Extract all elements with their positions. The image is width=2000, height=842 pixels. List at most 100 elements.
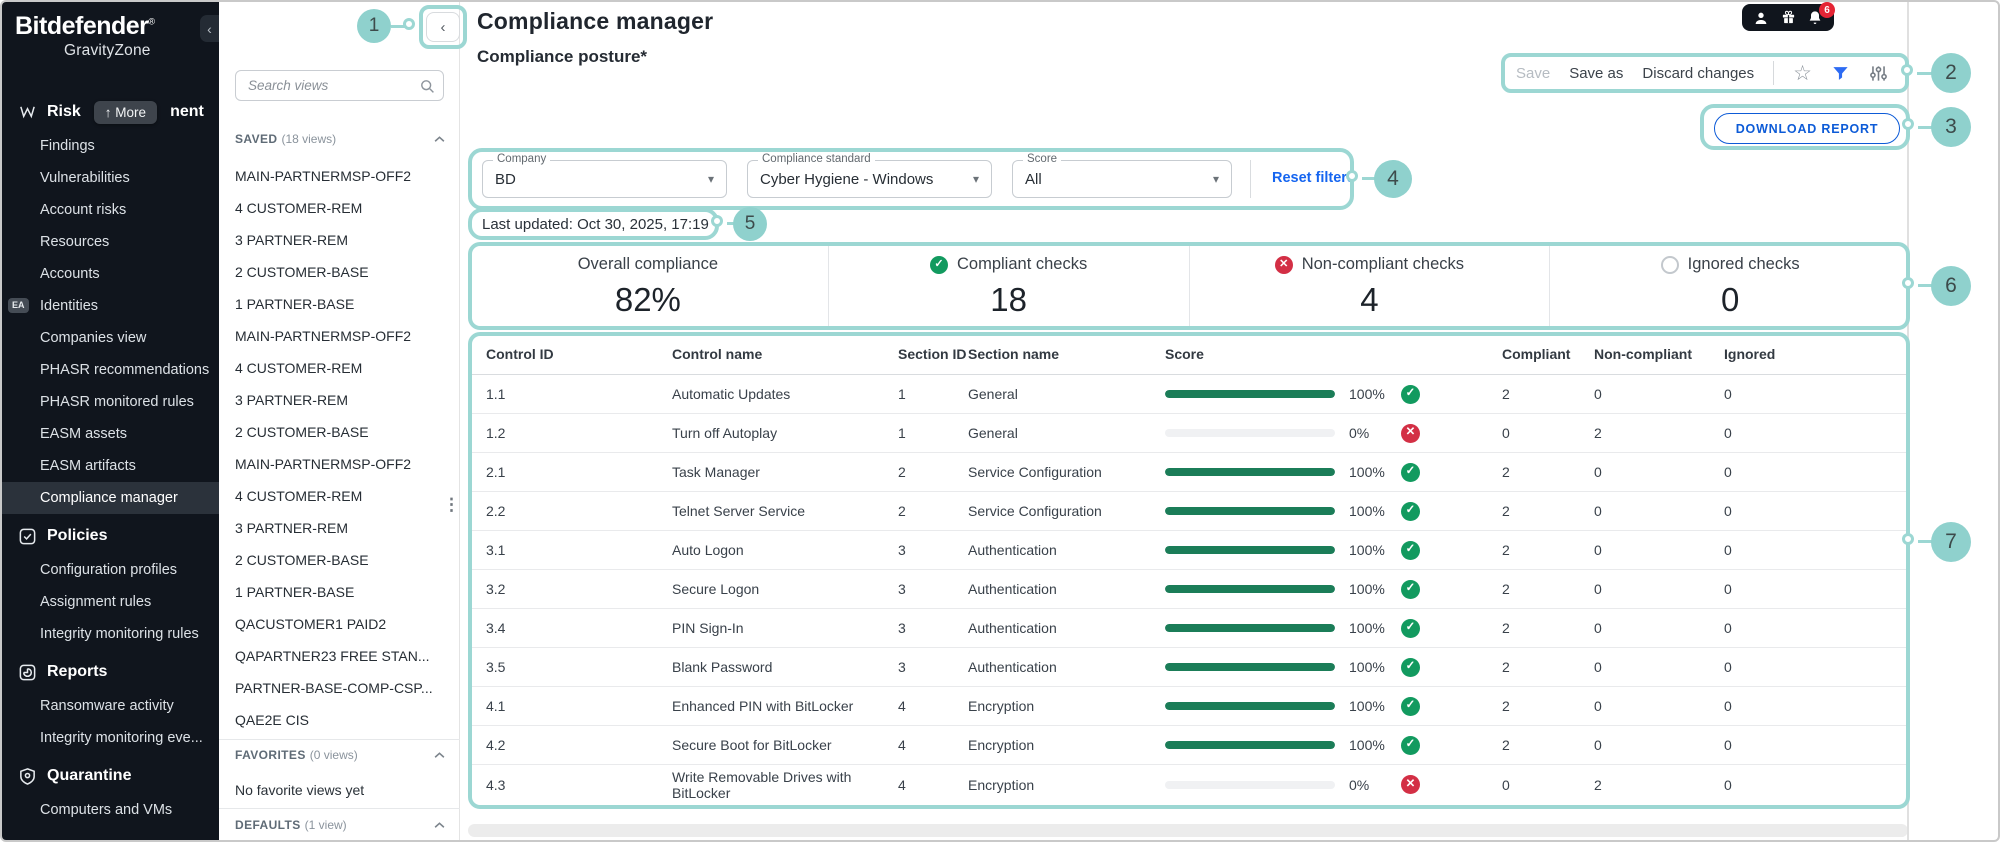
- table-row[interactable]: 4.2Secure Boot for BitLocker4Encryption1…: [468, 726, 1910, 765]
- cell-non-compliant: 2: [1594, 777, 1724, 793]
- saved-views-header[interactable]: SAVED (18 views): [235, 130, 445, 148]
- saved-view-item[interactable]: QAE2E CIS: [235, 704, 449, 736]
- column-header-section-id[interactable]: Section ID: [898, 346, 968, 362]
- chevron-up-icon[interactable]: [434, 136, 445, 143]
- saved-view-item[interactable]: 4 CUSTOMER-REM: [235, 192, 449, 224]
- table-row[interactable]: 3.5Blank Password3Authentication100%200: [468, 648, 1910, 687]
- score-bar: [1165, 781, 1335, 789]
- reset-filters-link[interactable]: Reset filters: [1272, 170, 1355, 186]
- discard-changes-button[interactable]: Discard changes: [1642, 65, 1754, 82]
- saved-view-item[interactable]: 2 CUSTOMER-BASE: [235, 256, 449, 288]
- compliance-standard-select[interactable]: Compliance standard Cyber Hygiene - Wind…: [747, 160, 992, 198]
- table-row[interactable]: 4.3Write Removable Drives with BitLocker…: [468, 765, 1910, 804]
- search-views-input[interactable]: [246, 77, 419, 94]
- cell-control-id: 4.2: [486, 737, 672, 753]
- cell-section-id: 1: [898, 425, 968, 441]
- saved-view-item[interactable]: 3 PARTNER-REM: [235, 224, 449, 256]
- views-panel-collapse-button[interactable]: ‹: [426, 12, 460, 42]
- saved-view-item[interactable]: 1 PARTNER-BASE: [235, 576, 449, 608]
- column-header-non-compliant[interactable]: Non-compliant: [1594, 346, 1724, 362]
- quarantine-icon: [18, 767, 37, 786]
- table-row[interactable]: 3.1Auto Logon3Authentication100%200: [468, 531, 1910, 570]
- sidebar-item-compliance-manager[interactable]: Compliance manager: [2, 482, 219, 514]
- gift-icon[interactable]: [1781, 10, 1796, 25]
- column-header-score[interactable]: Score: [1165, 346, 1502, 362]
- sidebar-item-account-risks[interactable]: Account risks: [2, 194, 219, 226]
- column-header-control-name[interactable]: Control name: [672, 346, 898, 362]
- company-select[interactable]: Company BD ▾: [482, 160, 727, 198]
- sidebar-item-companies-view[interactable]: Companies view: [2, 322, 219, 354]
- more-tooltip[interactable]: ↑ More: [94, 101, 157, 124]
- sidebar-item-integrity-monitoring-rules[interactable]: Integrity monitoring rules: [2, 618, 219, 650]
- cell-control-name: Task Manager: [672, 464, 898, 480]
- table-row[interactable]: 1.1Automatic Updates1General100%200: [468, 375, 1910, 414]
- chevron-up-icon[interactable]: [434, 822, 445, 829]
- table-row[interactable]: 3.4PIN Sign-In3Authentication100%200: [468, 609, 1910, 648]
- favorites-header[interactable]: FAVORITES (0 views): [235, 746, 445, 764]
- table-row[interactable]: 3.2Secure Logon3Authentication100%200: [468, 570, 1910, 609]
- horizontal-scrollbar[interactable]: [468, 824, 1908, 837]
- cell-section-name: Authentication: [968, 659, 1165, 675]
- sidebar-item-computers-and-vms[interactable]: Computers and VMs: [2, 794, 219, 826]
- sidebar-section-policies[interactable]: Policies: [2, 518, 219, 554]
- cell-section-name: Encryption: [968, 777, 1165, 793]
- saved-view-item[interactable]: 4 CUSTOMER-REM: [235, 352, 449, 384]
- saved-view-item[interactable]: 2 CUSTOMER-BASE: [235, 544, 449, 576]
- saved-view-item[interactable]: 3 PARTNER-REM: [235, 512, 449, 544]
- table-row[interactable]: 1.2Turn off Autoplay1General0%020: [468, 414, 1910, 453]
- column-header-ignored[interactable]: Ignored: [1724, 346, 1910, 362]
- saved-view-item[interactable]: QACUSTOMER1 PAID2: [235, 608, 449, 640]
- saved-view-item[interactable]: MAIN-PARTNERMSP-OFF2: [235, 320, 449, 352]
- sidebar-item-assignment-rules[interactable]: Assignment rules: [2, 586, 219, 618]
- saved-view-item[interactable]: 1 PARTNER-BASE: [235, 288, 449, 320]
- save-as-button[interactable]: Save as: [1569, 65, 1623, 82]
- view-subtitle: Compliance posture*: [477, 47, 647, 67]
- panel-resize-handle[interactable]: ⋮: [443, 496, 460, 513]
- sidebar-item-easm-artifacts[interactable]: EASM artifacts: [2, 450, 219, 482]
- sidebar-item-integrity-monitoring-eve[interactable]: Integrity monitoring eve...: [2, 722, 219, 754]
- sidebar-item-configuration-profiles[interactable]: Configuration profiles: [2, 554, 219, 586]
- save-button[interactable]: Save: [1516, 65, 1550, 82]
- column-header-section-name[interactable]: Section name: [968, 346, 1165, 362]
- sidebar-collapse-button[interactable]: ‹: [200, 15, 219, 42]
- sidebar-item-easm-assets[interactable]: EASM assets: [2, 418, 219, 450]
- score-select[interactable]: Score All ▾: [1012, 160, 1232, 198]
- download-report-button[interactable]: DOWNLOAD REPORT: [1714, 113, 1900, 144]
- saved-view-item[interactable]: MAIN-PARTNERMSP-OFF2: [235, 448, 449, 480]
- sidebar-section-quarantine[interactable]: Quarantine: [2, 758, 219, 794]
- cell-non-compliant: 0: [1594, 542, 1724, 558]
- cell-control-id: 2.1: [486, 464, 672, 480]
- favorite-star-icon[interactable]: ☆: [1793, 63, 1812, 84]
- table-row[interactable]: 4.1Enhanced PIN with BitLocker4Encryptio…: [468, 687, 1910, 726]
- sidebar-item-vulnerabilities[interactable]: Vulnerabilities: [2, 162, 219, 194]
- sidebar-item-accounts[interactable]: Accounts: [2, 258, 219, 290]
- chevron-up-icon[interactable]: [434, 752, 445, 759]
- sidebar-item-ransomware-activity[interactable]: Ransomware activity: [2, 690, 219, 722]
- saved-view-item[interactable]: 2 CUSTOMER-BASE: [235, 416, 449, 448]
- sidebar-item-phasr-monitored-rules[interactable]: PHASR monitored rules: [2, 386, 219, 418]
- cell-score: 100%: [1165, 385, 1502, 404]
- saved-view-item[interactable]: PARTNER-BASE-COMP-CSP...: [235, 672, 449, 704]
- profile-icon[interactable]: [1753, 10, 1769, 26]
- sidebar-item-phasr-recommendations[interactable]: PHASR recommendations: [2, 354, 219, 386]
- table-row[interactable]: 2.1Task Manager2Service Configuration100…: [468, 453, 1910, 492]
- column-header-control-id[interactable]: Control ID: [486, 346, 672, 362]
- search-views-box[interactable]: [235, 70, 444, 101]
- filter-funnel-icon[interactable]: [1831, 64, 1850, 83]
- sidebar-item-findings[interactable]: Findings: [2, 130, 219, 162]
- sidebar-section-risk[interactable]: Risk↑ Morenent: [2, 94, 219, 130]
- table-row[interactable]: 2.2Telnet Server Service2Service Configu…: [468, 492, 1910, 531]
- sidebar-item-resources[interactable]: Resources: [2, 226, 219, 258]
- check-circle-icon: [1401, 736, 1420, 755]
- saved-view-item[interactable]: QAPARTNER23 FREE STAN...: [235, 640, 449, 672]
- saved-view-item[interactable]: 4 CUSTOMER-REM: [235, 480, 449, 512]
- saved-view-item[interactable]: 3 PARTNER-REM: [235, 384, 449, 416]
- column-header-compliant[interactable]: Compliant: [1502, 346, 1594, 362]
- sidebar-item-identities[interactable]: EAIdentities: [2, 290, 219, 322]
- cell-score: 100%: [1165, 736, 1502, 755]
- saved-view-item[interactable]: MAIN-PARTNERMSP-OFF2: [235, 160, 449, 192]
- defaults-header[interactable]: DEFAULTS (1 view): [235, 816, 445, 834]
- sidebar-section-reports[interactable]: Reports: [2, 654, 219, 690]
- cell-section-name: Service Configuration: [968, 503, 1165, 519]
- column-settings-sliders-icon[interactable]: [1869, 64, 1888, 83]
